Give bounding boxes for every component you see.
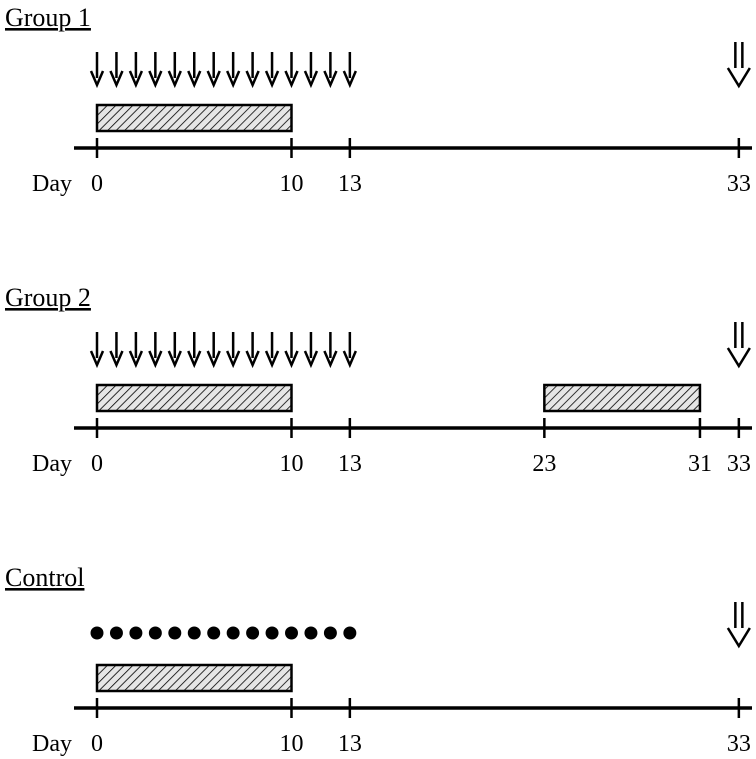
double-down-arrow-icon — [726, 602, 751, 649]
down-arrow-icon — [167, 332, 182, 369]
dot-icon — [226, 626, 240, 640]
down-arrow-icon — [245, 52, 260, 89]
dot-icon — [90, 626, 104, 640]
down-arrow-icon — [167, 52, 182, 89]
dot-icon — [207, 626, 221, 640]
down-arrow-icon — [284, 332, 299, 369]
treatment-bar — [543, 383, 702, 413]
day-label: Day — [32, 171, 72, 197]
down-arrow-icon — [206, 332, 221, 369]
day-label: Day — [32, 731, 72, 757]
tick-label: 10 — [280, 171, 304, 197]
dot-icon — [129, 626, 143, 640]
tick-label: 0 — [91, 731, 103, 757]
double-down-arrow-icon — [726, 42, 751, 89]
tick-label: 0 — [91, 171, 103, 197]
day-label: Day — [32, 451, 72, 477]
group-title-control: Control — [5, 563, 84, 592]
down-arrow-icon — [128, 332, 144, 369]
down-arrow-icon — [109, 332, 124, 369]
tick-label: 10 — [280, 451, 304, 477]
double-down-arrow-icon — [726, 322, 751, 369]
tick-label: 13 — [338, 451, 362, 477]
down-arrow-icon — [148, 332, 163, 369]
dot-icon — [109, 626, 123, 640]
down-arrow-icon — [264, 52, 280, 89]
down-arrow-icon — [245, 332, 260, 369]
down-arrow-icon — [128, 52, 144, 89]
dot-icon — [343, 626, 357, 640]
treatment-bar — [95, 383, 293, 413]
down-arrow-icon — [284, 52, 299, 89]
tick-label: 10 — [280, 731, 304, 757]
dot-icon — [187, 626, 201, 640]
tick-label: 31 — [688, 451, 712, 477]
down-arrow-icon — [303, 332, 319, 369]
down-arrow-icon — [89, 52, 105, 89]
down-arrow-icon — [187, 52, 202, 89]
down-arrow-icon — [206, 52, 221, 89]
group-title-group-1: Group 1 — [5, 3, 91, 32]
down-arrow-icon — [323, 332, 338, 369]
dot-icon — [168, 626, 182, 640]
tick-label: 33 — [727, 451, 751, 477]
down-arrow-icon — [109, 52, 124, 89]
down-arrow-icon — [342, 332, 357, 369]
tick-label: 33 — [727, 171, 751, 197]
dot-icon — [148, 626, 162, 640]
tick-label: 13 — [338, 171, 362, 197]
dot-icon — [323, 626, 337, 640]
down-arrow-icon — [187, 332, 202, 369]
treatment-bar — [95, 103, 293, 133]
down-arrow-icon — [303, 52, 319, 89]
down-arrow-icon — [226, 52, 241, 89]
tick-label: 33 — [727, 731, 751, 757]
tick-label: 13 — [338, 731, 362, 757]
dot-icon — [304, 626, 318, 640]
dot-icon — [265, 626, 279, 640]
down-arrow-icon — [342, 52, 357, 89]
dot-icon — [285, 626, 298, 640]
treatment-bar — [95, 663, 293, 693]
down-arrow-icon — [226, 332, 241, 369]
group-title-group-2: Group 2 — [5, 283, 91, 312]
tick-label: 0 — [91, 451, 103, 477]
down-arrow-icon — [323, 52, 338, 89]
dot-icon — [246, 626, 260, 640]
down-arrow-icon — [264, 332, 280, 369]
tick-label: 23 — [532, 451, 556, 477]
down-arrow-icon — [89, 332, 105, 369]
down-arrow-icon — [148, 52, 163, 89]
